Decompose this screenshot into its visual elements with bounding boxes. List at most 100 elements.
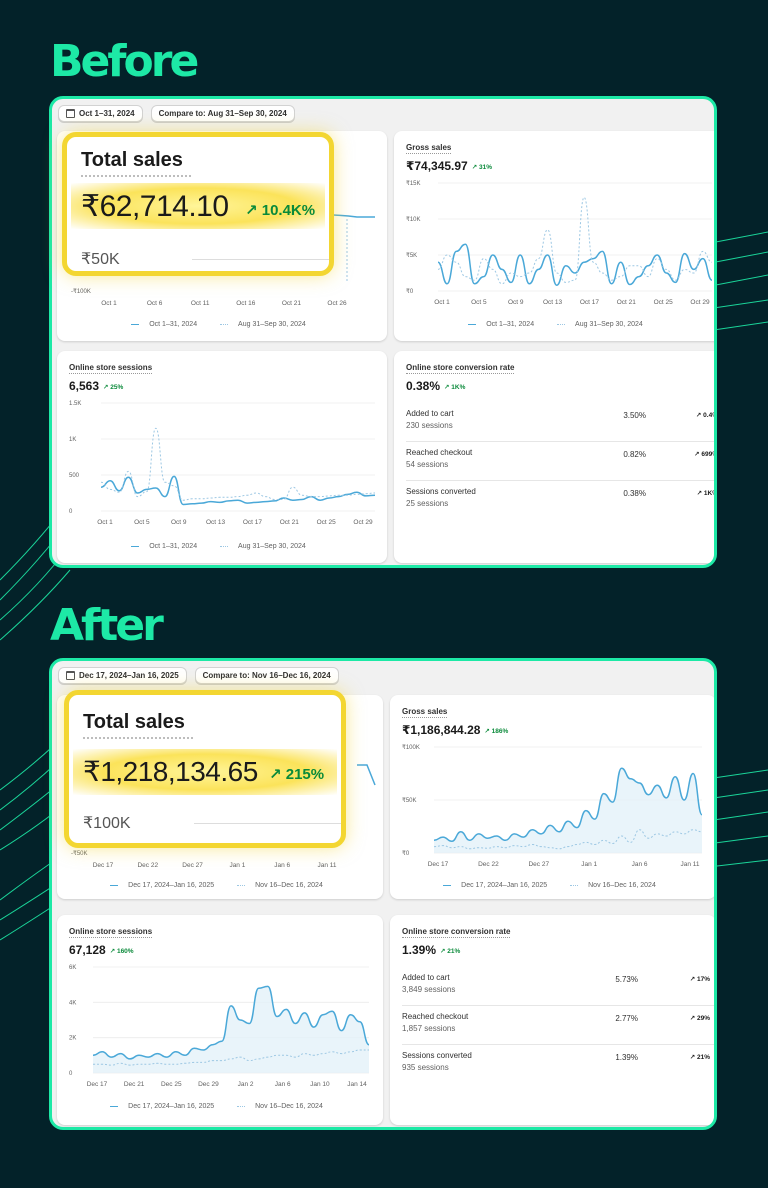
x-tick-label: Dec 21 — [124, 1081, 145, 1088]
sessions-value: 6,563 ↗ 25% — [69, 379, 124, 393]
total-sales-axis-label: ₹100K — [83, 815, 131, 832]
total-sales-legend: Dec 17, 2024–Jan 16, 2025 Nov 16–Dec 16,… — [57, 882, 383, 889]
y-tick-label: ₹5K — [406, 252, 417, 259]
y-tick-label: ₹100K — [402, 744, 420, 751]
x-tick-label: Dec 17 — [87, 1081, 108, 1088]
y-tick-label: 1K — [69, 437, 76, 443]
x-tick-label: Jan 6 — [632, 861, 648, 868]
y-tick-label: 0 — [69, 509, 73, 515]
y-tick-label: 1.5K — [69, 401, 81, 407]
gross-sales-chart: ₹15K ₹10K ₹5K ₹0 Oct 1 Oct 5 Oct 9 Oct 13 Oct 17… — [406, 180, 713, 306]
total-sales-title: Total sales — [81, 149, 183, 171]
x-tick-label: Oct 26 — [327, 300, 347, 307]
date-range-button[interactable]: Oct 1–31, 2024 — [58, 105, 143, 122]
total-sales-callout: Total sales ₹62,714.10 ↗ 10.4K% ₹50K — [62, 132, 334, 276]
after-heading: After — [50, 600, 164, 651]
gross-sales-change: ↗ 31% — [471, 163, 492, 171]
gross-sales-title: Gross sales — [406, 143, 452, 154]
x-tick-label: Oct 21 — [280, 519, 300, 526]
conversion-card[interactable]: Online store conversion rate 1.39% ↗ 21% … — [390, 915, 714, 1125]
x-tick-label: Oct 6 — [147, 300, 163, 307]
x-tick-label: Oct 1 — [434, 299, 450, 306]
x-tick-label: Oct 1 — [101, 300, 117, 307]
y-tick-label: ₹0 — [402, 850, 410, 857]
sessions-card[interactable]: Online store sessions 6,563 ↗ 25% 1.5K 1K 5… — [57, 351, 387, 563]
x-tick-label: Oct 13 — [206, 519, 226, 526]
date-range-button[interactable]: Dec 17, 2024–Jan 16, 2025 — [58, 667, 187, 684]
conversion-row: Added to cart 230 sessions 3.50% ↗ 0.4% — [406, 403, 714, 442]
current-series-line — [92, 985, 370, 1060]
x-tick-label: Dec 22 — [137, 862, 158, 869]
gross-sales-legend: Dec 17, 2024–Jan 16, 2025 Nov 16–Dec 16,… — [390, 882, 714, 889]
before-heading: Before — [50, 36, 199, 87]
x-tick-label: Oct 21 — [282, 300, 302, 307]
conversion-title: Online store conversion rate — [406, 363, 515, 374]
x-tick-label: Oct 1 — [97, 519, 113, 526]
x-tick-label: Jan 6 — [275, 1081, 291, 1088]
x-tick-label: Dec 27 — [182, 862, 203, 869]
x-tick-label: Jan 14 — [347, 1081, 367, 1088]
x-tick-label: Oct 11 — [191, 300, 210, 307]
sessions-chart: 1.5K 1K 500 0 Oct 1 Oct 5 Oct 9 Oct 13 Oct 17 Oct… — [69, 401, 376, 526]
gross-sales-value: ₹1,186,844.28 ↗ 186% — [402, 723, 509, 737]
conversion-title: Online store conversion rate — [402, 927, 511, 938]
y-tick-label: 500 — [69, 473, 80, 479]
y-tick-label: 6K — [69, 965, 76, 971]
x-tick-label: Oct 5 — [134, 519, 150, 526]
conversion-row: Reached checkout 1,857 sessions 2.77% ↗ 29… — [402, 1006, 714, 1045]
current-series-line — [437, 243, 713, 286]
y-tick-label: 0 — [69, 1071, 73, 1077]
sessions-change: ↗ 25% — [103, 383, 124, 391]
conversion-row: Sessions converted 935 sessions 1.39% ↗ 21… — [402, 1051, 710, 1072]
x-tick-label: Dec 29 — [198, 1081, 219, 1088]
previous-series-line — [437, 196, 713, 285]
conversion-change: ↗ 21% — [440, 947, 461, 955]
gross-sales-card[interactable]: Gross sales ₹74,345.97 ↗ 31% ₹15K ₹10K ₹5K ₹… — [394, 131, 714, 341]
x-tick-label: Jan 10 — [310, 1081, 330, 1088]
gross-sales-change: ↗ 186% — [484, 727, 509, 735]
sessions-legend: Oct 1–31, 2024 Aug 31–Sep 30, 2024 — [57, 543, 387, 550]
x-tick-label: Oct 17 — [243, 519, 263, 526]
x-tick-label: Jan 6 — [274, 862, 290, 869]
x-tick-label: Dec 17 — [93, 862, 114, 869]
y-tick-label: 2K — [69, 1036, 76, 1042]
x-tick-label: Oct 29 — [690, 299, 710, 306]
x-tick-label: Oct 29 — [353, 519, 373, 526]
sessions-card[interactable]: Online store sessions 67,128 ↗ 160% 6K 4K 2… — [57, 915, 383, 1125]
x-tick-label: Oct 9 — [508, 299, 524, 306]
conversion-card[interactable]: Online store conversion rate 0.38% ↗ 1K% … — [394, 351, 717, 563]
conversion-change: ↗ 1K% — [444, 383, 466, 391]
x-tick-label: Dec 22 — [478, 861, 499, 868]
total-sales-axis-label: ₹50K — [81, 251, 120, 268]
x-tick-label: Oct 25 — [654, 299, 674, 306]
sessions-title: Online store sessions — [69, 927, 153, 938]
total-sales-callout: Total sales ₹1,218,134.65 ↗ 215% ₹100K — [64, 690, 346, 848]
x-tick-label: Jan 1 — [229, 862, 245, 869]
conversion-row: Reached checkout 54 sessions 0.82% ↗ 699% — [406, 442, 714, 481]
conversion-row: Added to cart 3,849 sessions 5.73% ↗ 17% — [402, 967, 714, 1006]
compare-button[interactable]: Compare to: Aug 31–Sep 30, 2024 — [150, 105, 295, 122]
gross-sales-title: Gross sales — [402, 707, 448, 718]
x-tick-label: Oct 21 — [617, 299, 637, 306]
gross-sales-card[interactable]: Gross sales ₹1,186,844.28 ↗ 186% ₹100K ₹50… — [390, 695, 714, 899]
x-tick-label: Oct 16 — [236, 300, 256, 307]
x-tick-label: Dec 25 — [161, 1081, 182, 1088]
x-tick-label: Oct 17 — [580, 299, 600, 306]
x-tick-label: Oct 25 — [317, 519, 337, 526]
x-tick-label: Oct 9 — [171, 519, 187, 526]
previous-series-line — [433, 829, 703, 850]
total-sales-title: Total sales — [83, 711, 185, 733]
conversion-row: Sessions converted 25 sessions 0.38% ↗ 1K% — [406, 487, 717, 508]
y-tick-label: ₹15K — [406, 180, 421, 187]
x-tick-label: Oct 5 — [471, 299, 487, 306]
total-sales-change: ↗ 215% — [269, 766, 325, 783]
total-sales-change: ↗ 10.4K% — [245, 202, 316, 219]
before-toolbar: Oct 1–31, 2024 Compare to: Aug 31–Sep 30… — [58, 105, 295, 122]
series-area — [434, 768, 702, 853]
gross-sales-value: ₹74,345.97 ↗ 31% — [406, 159, 492, 173]
sessions-value: 67,128 ↗ 160% — [69, 943, 134, 957]
conversion-value: 1.39% ↗ 21% — [402, 943, 461, 957]
conversion-value: 0.38% ↗ 1K% — [406, 379, 466, 393]
x-tick-label: Jan 1 — [581, 861, 597, 868]
compare-button[interactable]: Compare to: Nov 16–Dec 16, 2024 — [194, 667, 339, 684]
